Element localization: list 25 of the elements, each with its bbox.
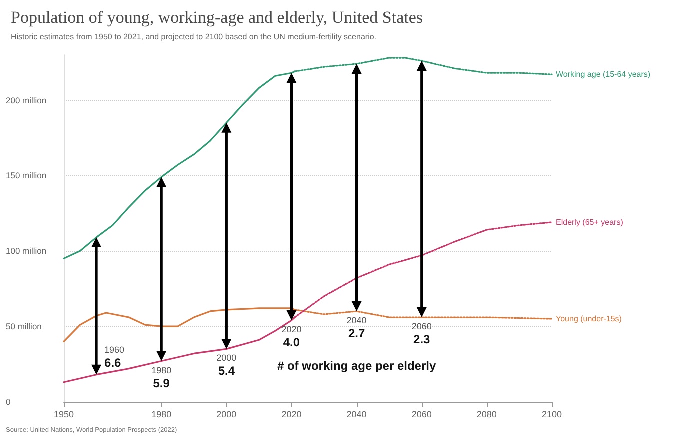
annotation: 1980 5.9 (152, 365, 172, 390)
x-tick-label: 2040 (346, 410, 367, 420)
x-tick-label: 2080 (476, 410, 497, 420)
annotation: 2060 2.3 (412, 322, 432, 347)
annotation: 2040 2.7 (346, 315, 367, 340)
x-tick-label: 2000 (216, 410, 237, 420)
chart-title: Population of young, working-age and elderly, United States (11, 8, 424, 27)
annotation: # of working age per elderly (277, 359, 436, 373)
series-label: Young (under-15s) (556, 314, 622, 324)
y-tick-label: 200 million (6, 95, 47, 106)
y-tick-label: 50 million (6, 322, 42, 332)
y-tick-label: 0 (6, 397, 11, 407)
chart-subtitle: Historic estimates from 1950 to 2021, and projected to 2100 based on the UN medium-fertility scenario. (11, 32, 377, 42)
annotation: 2000 5.4 (216, 353, 237, 378)
x-tick-label: 2020 (282, 410, 302, 420)
x-tick-label: 1980 (152, 410, 172, 420)
x-tick-label: 1950 (54, 410, 74, 420)
y-tick-label: 150 million (6, 170, 47, 181)
annotation: 2020 4.0 (282, 324, 302, 350)
series-label: Elderly (65+ years) (556, 218, 624, 227)
y-tick-label: 100 million (6, 246, 47, 256)
series-label: Working age (15-64 years) (556, 70, 651, 80)
x-tick-label: 2100 (542, 410, 562, 420)
x-tick-label: 2060 (412, 410, 432, 420)
annotation: 1960 6.6 (104, 344, 125, 370)
